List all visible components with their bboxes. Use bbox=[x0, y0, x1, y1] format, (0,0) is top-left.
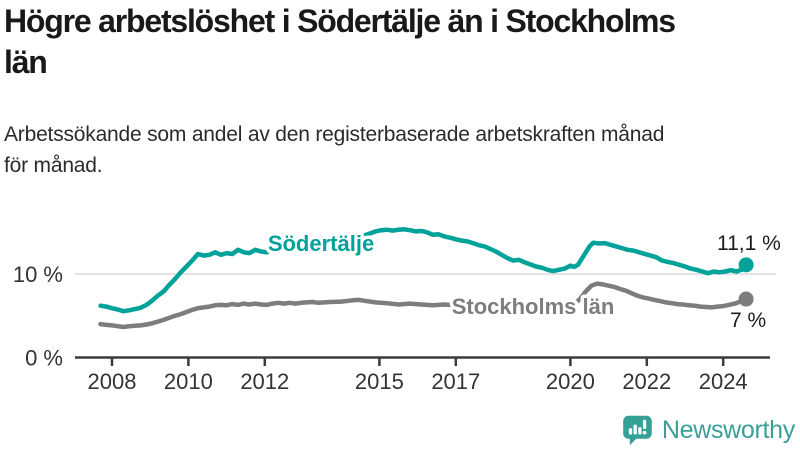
end-dot-stockholms-l-n bbox=[738, 291, 754, 307]
bar-1 bbox=[628, 427, 632, 434]
newsworthy-icon bbox=[623, 415, 652, 445]
page-title-line1: Högre arbetslöshet i Södertälje än i Sto… bbox=[4, 3, 676, 39]
x-tick-label-2024: 2024 bbox=[699, 369, 748, 394]
x-tick-label-2010: 2010 bbox=[164, 369, 213, 394]
page-title-line2: län bbox=[4, 44, 48, 80]
bar-2 bbox=[633, 424, 637, 434]
end-dot-s-dert-lje bbox=[738, 257, 754, 273]
series-label-stockholms-l-n: Stockholms län bbox=[452, 294, 615, 319]
x-tick-label-2012: 2012 bbox=[240, 369, 289, 394]
newsworthy-logo[interactable]: Newsworthy bbox=[622, 413, 795, 447]
y-tick-label-0: 0 % bbox=[25, 346, 63, 371]
speech-bubble-shape bbox=[623, 415, 652, 445]
exclamation-dot bbox=[642, 430, 647, 434]
x-tick-label-2020: 2020 bbox=[546, 369, 595, 394]
end-value-label-stockholms-l-n: 7 % bbox=[730, 309, 766, 332]
exclamation-stem bbox=[642, 419, 647, 429]
newsworthy-wordmark: Newsworthy bbox=[661, 415, 795, 444]
page-title: Högre arbetslöshet i Södertälje än i Sto… bbox=[4, 1, 796, 83]
series-label-s-dert-lje: Södertälje bbox=[268, 231, 374, 256]
x-tick-label-2015: 2015 bbox=[355, 369, 404, 394]
chart-subtitle-line2: för månad. bbox=[4, 154, 103, 177]
bar-3 bbox=[638, 426, 642, 434]
x-tick-label-2022: 2022 bbox=[622, 369, 671, 394]
end-value-label-s-dert-lje: 11,1 % bbox=[717, 232, 781, 255]
chart-subtitle-line1: Arbetssökande som andel av den registerb… bbox=[4, 123, 665, 146]
x-tick-label-2008: 2008 bbox=[88, 369, 137, 394]
line-stockholms-l-n bbox=[98, 281, 749, 330]
chart-subtitle: Arbetssökande som andel av den registerb… bbox=[4, 119, 784, 181]
y-tick-label-10: 10 % bbox=[13, 262, 63, 287]
x-tick-label-2017: 2017 bbox=[431, 369, 480, 394]
line-s-dert-lje bbox=[98, 227, 749, 314]
